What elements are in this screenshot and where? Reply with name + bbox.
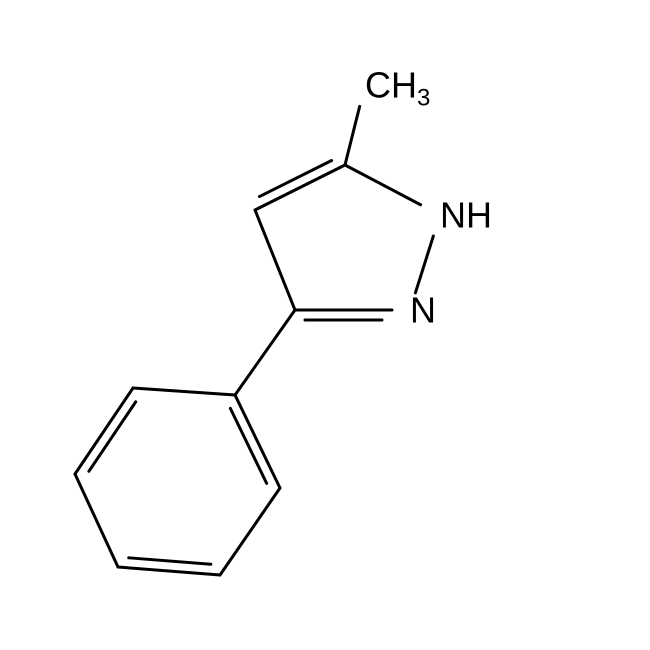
molecule-diagram: CH3 NH N	[0, 0, 650, 650]
atom-label-n1: NH	[440, 195, 492, 236]
atom-label-ch3: CH3	[365, 65, 430, 112]
atom-label-n2: N	[410, 290, 436, 331]
